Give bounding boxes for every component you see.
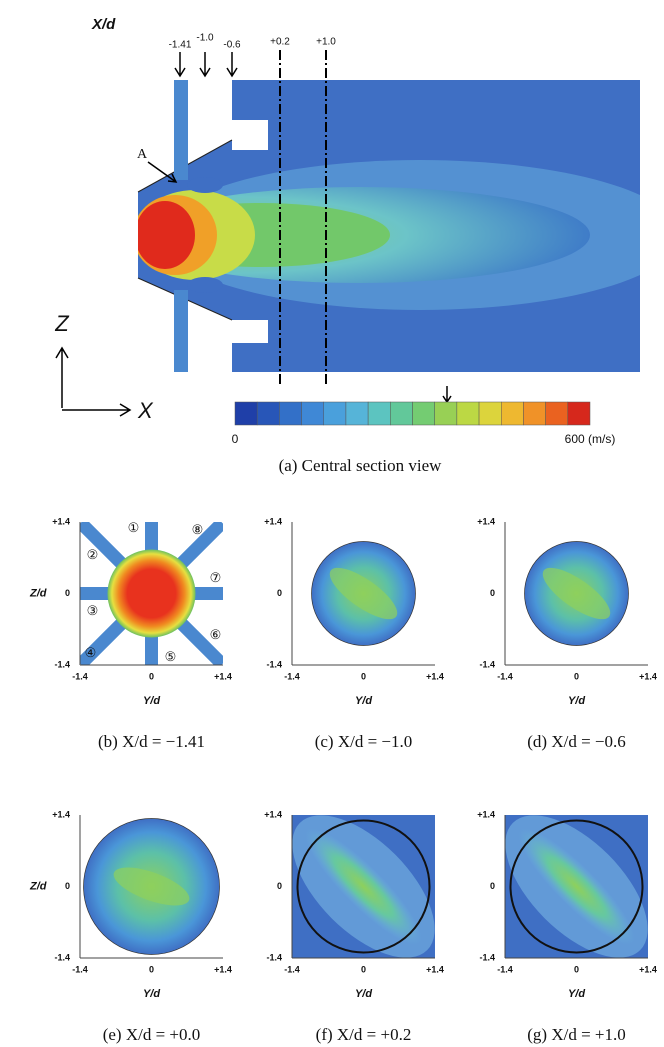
- x-tick-label: -1.4: [72, 671, 88, 681]
- caption: (a) Central section view: [279, 456, 443, 475]
- port-number: ④: [85, 645, 97, 660]
- y-tick-label: +1.4: [52, 516, 70, 526]
- section-panel: [292, 522, 435, 665]
- y-tick-label: -1.4: [479, 659, 495, 669]
- central-section: [56, 50, 664, 425]
- x-tick-label: 0: [149, 671, 154, 681]
- caption: (e) X/d = +0.0: [103, 1025, 201, 1044]
- x-axis-label: Y/d: [568, 695, 585, 707]
- figure: X/d -1.41 -1.0 -0.6 +0.2 +1.0 A Z X 0 600 (m/s) (a)…: [0, 0, 664, 1047]
- x-axis-label: Y/d: [355, 695, 372, 707]
- colorbar-cell: [235, 402, 257, 425]
- station-label: +0.2: [270, 37, 290, 48]
- core: [108, 550, 196, 638]
- x-axis-label: Y/d: [568, 988, 585, 1000]
- caption: (f) X/d = +0.2: [316, 1025, 412, 1044]
- colorbar-cell: [279, 402, 301, 425]
- x-tick-label: -1.4: [497, 671, 513, 681]
- x-tick-label: -1.4: [284, 671, 300, 681]
- colorbar-max: 600 (m/s): [565, 432, 616, 446]
- colorbar-cell: [413, 402, 435, 425]
- x-axis-label: Y/d: [143, 695, 160, 707]
- station-label: -1.41: [169, 40, 192, 51]
- colorbar-cell: [501, 402, 523, 425]
- x-tick-label: 0: [574, 671, 579, 681]
- colorbar-cell: [479, 402, 501, 425]
- y-tick-label: 0: [277, 881, 282, 891]
- section-panel: [80, 815, 223, 958]
- x-tick-label: +1.4: [426, 964, 444, 974]
- port-number: ⑥: [210, 627, 222, 642]
- colorbar-cell: [302, 402, 324, 425]
- port-number: ⑧: [192, 522, 204, 537]
- station-label: -0.6: [223, 40, 241, 51]
- y-tick-label: -1.4: [479, 952, 495, 962]
- colorbar-cell: [324, 402, 346, 425]
- caption: (b) X/d = −1.41: [98, 732, 205, 751]
- x-tick-label: 0: [361, 964, 366, 974]
- colorbar-cell: [435, 402, 457, 425]
- colorbar-cell: [568, 402, 590, 425]
- port-number: ⑦: [210, 570, 222, 585]
- x-tick-label: 0: [149, 964, 154, 974]
- x-axis-label: Y/d: [143, 988, 160, 1000]
- y-tick-label: 0: [277, 588, 282, 598]
- port-number: ②: [87, 547, 99, 562]
- y-tick-label: 0: [490, 881, 495, 891]
- colorbar-cell: [257, 402, 279, 425]
- x-tick-label: +1.4: [214, 671, 232, 681]
- colorbar-cell: [457, 402, 479, 425]
- y-tick-label: 0: [490, 588, 495, 598]
- y-tick-label: 0: [65, 881, 70, 891]
- y-tick-label: -1.4: [54, 659, 70, 669]
- port-number: ①: [128, 520, 140, 535]
- x-tick-label: 0: [361, 671, 366, 681]
- x-tick-label: +1.4: [214, 964, 232, 974]
- colorbar-cell: [346, 402, 368, 425]
- y-tick-label: +1.4: [264, 809, 282, 819]
- x-tick-label: -1.4: [284, 964, 300, 974]
- x-tick-label: 0: [574, 964, 579, 974]
- section-panel: [268, 791, 459, 982]
- y-tick-label: +1.4: [477, 516, 495, 526]
- y-tick-label: -1.4: [54, 952, 70, 962]
- y-tick-label: -1.4: [266, 659, 282, 669]
- x-tick-label: -1.4: [497, 964, 513, 974]
- caption: (c) X/d = −1.0: [315, 732, 413, 751]
- colorbar-cell: [390, 402, 412, 425]
- x-tick-label: -1.4: [72, 964, 88, 974]
- x-tick-label: +1.4: [639, 964, 657, 974]
- y-tick-label: +1.4: [52, 809, 70, 819]
- colorbar-min: 0: [232, 432, 239, 446]
- section-panel: [481, 791, 664, 982]
- point-label: A: [137, 147, 148, 162]
- section-panel: [505, 522, 648, 665]
- x-tick-label: +1.4: [426, 671, 444, 681]
- colorbar-cell: [546, 402, 568, 425]
- z-label: Z: [54, 311, 70, 336]
- station-label: -1.0: [196, 33, 214, 44]
- port-number: ③: [87, 603, 99, 618]
- x-tick-label: +1.4: [639, 671, 657, 681]
- y-tick-label: -1.4: [266, 952, 282, 962]
- axis-label: X/d: [91, 16, 116, 33]
- y-tick-label: 0: [65, 588, 70, 598]
- y-axis-label: Z/d: [29, 587, 47, 599]
- caption: (g) X/d = +1.0: [527, 1025, 626, 1044]
- caption: (d) X/d = −0.6: [527, 732, 626, 751]
- station-label: +1.0: [316, 37, 336, 48]
- mask: [223, 522, 263, 665]
- colorbar-cell: [368, 402, 390, 425]
- mask: [50, 482, 253, 522]
- port-number: ⑤: [165, 649, 177, 664]
- y-tick-label: +1.4: [477, 809, 495, 819]
- x-axis-label: Y/d: [355, 988, 372, 1000]
- y-axis-label: Z/d: [29, 880, 47, 892]
- x-label: X: [137, 398, 154, 423]
- y-tick-label: +1.4: [264, 516, 282, 526]
- colorbar-cell: [523, 402, 545, 425]
